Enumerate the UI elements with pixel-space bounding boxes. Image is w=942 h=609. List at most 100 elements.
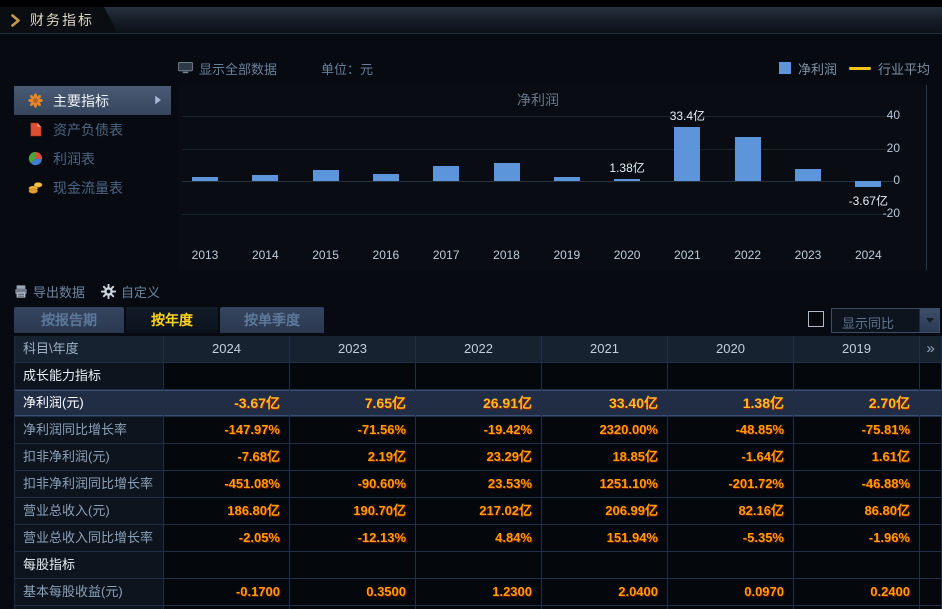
table-cell bbox=[416, 552, 542, 579]
table-cell bbox=[164, 606, 290, 609]
row-label: 成长能力指标 bbox=[14, 363, 164, 390]
table-row[interactable]: 扣非净利润同比增长率 -451.08% -90.60% 23.53% 1251.10% -… bbox=[14, 471, 942, 498]
table-cell bbox=[164, 552, 290, 579]
unit-label: 单位：元 bbox=[321, 61, 374, 77]
x-axis-label: 2021 bbox=[674, 248, 701, 262]
table-cell: 33.40亿 bbox=[542, 390, 668, 417]
monitor-icon bbox=[178, 62, 193, 74]
table-cell: 186.80亿 bbox=[164, 498, 290, 525]
col-header-2020: 2020 bbox=[668, 336, 794, 363]
x-axis-label: 2018 bbox=[493, 248, 520, 262]
sidebar-item-label: 利润表 bbox=[53, 150, 95, 167]
x-axis-label: 2022 bbox=[734, 248, 762, 262]
show-yoy-dropdown[interactable]: 显示同比 bbox=[831, 308, 940, 333]
row-label: 净利润同比增长率 bbox=[14, 417, 164, 444]
sidebar-item-label: 现金流量表 bbox=[53, 179, 123, 196]
table-row[interactable]: 营业总收入(元) 186.80亿 190.70亿 217.02亿 206.99亿 82.1… bbox=[14, 498, 942, 525]
sidebar-item-cash-flow[interactable]: 现金流量表 bbox=[14, 173, 171, 202]
table-cell bbox=[668, 606, 794, 609]
export-data-label: 导出数据 bbox=[33, 284, 86, 300]
tab-by-quarter[interactable]: 按单季度 bbox=[220, 307, 324, 333]
x-axis-label: 2019 bbox=[553, 248, 581, 262]
pie-chart-icon bbox=[27, 151, 43, 166]
table-cell: 18.85亿 bbox=[542, 444, 668, 471]
sidebar-item-balance-sheet[interactable]: 资产负债表 bbox=[14, 115, 171, 144]
tab-by-report-period[interactable]: 按报告期 bbox=[14, 307, 124, 333]
tab-by-year[interactable]: 按年度 bbox=[126, 307, 218, 333]
bar-swatch-icon bbox=[778, 62, 791, 74]
col-header-2021: 2021 bbox=[542, 336, 668, 363]
table-row[interactable]: 营业总收入同比增长率 -2.05% -12.13% 4.84% 151.94% -5.35… bbox=[14, 525, 942, 552]
table-cell: -71.56% bbox=[290, 417, 416, 444]
legend-label: 净利润 bbox=[797, 61, 837, 77]
show-all-data-button[interactable]: 显示全部数据 bbox=[178, 59, 277, 78]
x-axis-label: 2024 bbox=[854, 248, 882, 262]
table-cell: -75.81% bbox=[794, 417, 920, 444]
table-cell: -46.88% bbox=[794, 471, 920, 498]
col-header-2019: 2019 bbox=[794, 336, 920, 363]
chevron-right-icon bbox=[10, 14, 21, 27]
export-data-button[interactable]: 导出数据 bbox=[14, 282, 85, 301]
show-all-data-label: 显示全部数据 bbox=[199, 61, 278, 77]
bar-2014 bbox=[252, 174, 279, 181]
sidebar-item-label: 主要指标 bbox=[53, 92, 109, 109]
table-row[interactable]: 净利润(元) -3.67亿 7.65亿 26.91亿 33.40亿 1.38亿 2.70亿 bbox=[14, 390, 942, 417]
sidebar-item-main-indicators[interactable]: 主要指标 bbox=[14, 86, 171, 115]
row-label: 扣非净利润同比增长率 bbox=[14, 471, 164, 498]
table-cell: -2.05% bbox=[164, 525, 290, 552]
title-bar: 财务指标 bbox=[0, 7, 942, 34]
bar-2022 bbox=[734, 137, 761, 181]
table-cell: 190.70亿 bbox=[290, 498, 416, 525]
more-columns-button[interactable]: » bbox=[920, 336, 942, 363]
table-cell-more bbox=[920, 390, 942, 417]
row-label: 扣非净利润(元) bbox=[14, 444, 164, 471]
sidebar-item-income-statement[interactable]: 利润表 bbox=[14, 144, 171, 173]
col-header-2023: 2023 bbox=[290, 336, 416, 363]
row-label bbox=[14, 606, 164, 609]
table-cell-more bbox=[920, 363, 942, 390]
table-cell: -12.13% bbox=[290, 525, 416, 552]
show-yoy-dropdown-label: 显示同比 bbox=[842, 316, 895, 331]
row-label: 营业总收入同比增长率 bbox=[14, 525, 164, 552]
x-axis-label: 2016 bbox=[372, 248, 400, 262]
table-cell-more bbox=[920, 471, 942, 498]
table-cell: 23.53% bbox=[416, 471, 542, 498]
financial-table: 科目\年度 2024 2023 2022 2021 2020 2019» 成长能力指标 净利润(… bbox=[14, 336, 942, 609]
table-cell: 2.70亿 bbox=[794, 390, 920, 417]
table-cell bbox=[290, 552, 416, 579]
table-cell-more bbox=[920, 525, 942, 552]
table-cell: -48.85% bbox=[668, 417, 794, 444]
chart-title: 净利润 bbox=[517, 92, 559, 108]
table-cell: 0.0970 bbox=[668, 579, 794, 606]
gridline bbox=[182, 181, 896, 182]
customize-button[interactable]: 自定义 bbox=[101, 282, 160, 301]
period-tabs: 按报告期 按年度 按单季度 bbox=[14, 307, 324, 333]
row-label: 每股指标 bbox=[14, 552, 164, 579]
table-row[interactable]: 成长能力指标 bbox=[14, 363, 942, 390]
financial-indicators-tab[interactable]: 财务指标 bbox=[0, 7, 118, 33]
bar-2021 bbox=[674, 126, 701, 181]
bar-value-label: 33.4亿 bbox=[669, 108, 706, 123]
table-row[interactable]: 扣非净利润(元) -7.68亿 2.19亿 23.29亿 18.85亿 -1.64亿 1.6… bbox=[14, 444, 942, 471]
y-tick-label: 20 bbox=[886, 140, 900, 155]
table-cell: 26.91亿 bbox=[416, 390, 542, 417]
table-cell: 86.80亿 bbox=[794, 498, 920, 525]
table-cell: -1.64亿 bbox=[668, 444, 794, 471]
table-row[interactable]: 净利润同比增长率 -147.97% -71.56% -19.42% 2320.00% -4… bbox=[14, 417, 942, 444]
chart-legend: 净利润 行业平均 bbox=[778, 59, 930, 78]
bar-2020 bbox=[614, 178, 641, 181]
table-cell bbox=[542, 552, 668, 579]
table-cell bbox=[542, 363, 668, 390]
row-label: 营业总收入(元) bbox=[14, 498, 164, 525]
table-cell: 0.2400 bbox=[794, 579, 920, 606]
table-row[interactable]: 基本每股收益(元) -0.1700 0.3500 1.2300 2.0400 0.0970… bbox=[14, 579, 942, 606]
show-yoy-checkbox[interactable] bbox=[808, 311, 824, 327]
table-cell-more bbox=[920, 498, 942, 525]
table-cell: 0.3500 bbox=[290, 579, 416, 606]
dropdown-arrow-button[interactable] bbox=[919, 309, 939, 332]
chevron-down-icon bbox=[925, 318, 934, 323]
table-row[interactable]: 每股指标 bbox=[14, 552, 942, 579]
table-row[interactable] bbox=[14, 606, 942, 609]
table-cell bbox=[794, 552, 920, 579]
